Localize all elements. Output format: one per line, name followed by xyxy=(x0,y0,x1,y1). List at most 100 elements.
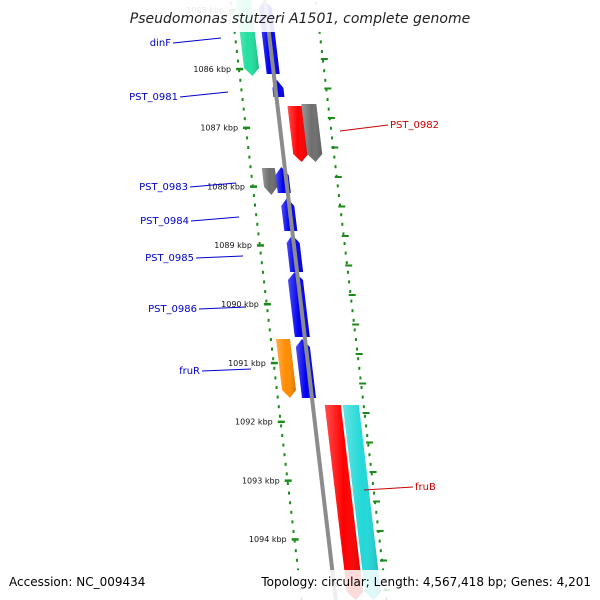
ruler-dot xyxy=(272,357,275,361)
ruler-dot xyxy=(288,491,291,495)
ruler-dot xyxy=(263,280,266,284)
track-dot xyxy=(378,539,381,543)
track-dot xyxy=(359,376,362,380)
ruler-dot xyxy=(289,501,292,505)
genome-summary-text: Topology: circular; Length: 4,567,418 bp… xyxy=(260,575,591,589)
ruler-dot xyxy=(241,98,244,101)
ruler-tick-label: 1091 kbp xyxy=(228,359,266,368)
gene-feature-shading xyxy=(261,168,278,195)
track-dash xyxy=(366,441,374,444)
track-dot xyxy=(339,203,342,207)
ruler-dot xyxy=(293,539,296,543)
ruler-dot xyxy=(282,443,285,447)
track-dash xyxy=(341,235,349,237)
track-dot xyxy=(333,155,336,159)
ruler-tick-label: 1093 kbp xyxy=(242,476,280,485)
track-dot xyxy=(334,165,337,169)
gene-label[interactable]: dinF xyxy=(150,38,171,49)
ruler-tick-label: 1094 kbp xyxy=(249,535,287,544)
track-dash xyxy=(369,471,377,473)
ruler-tick-label: 1089 kbp xyxy=(214,241,252,250)
track-dot xyxy=(353,328,356,332)
track-dot xyxy=(331,136,334,140)
track-dash xyxy=(320,58,328,60)
track-dash xyxy=(327,117,335,119)
gene-label[interactable]: PST_0983 xyxy=(139,182,188,193)
track-dot xyxy=(323,69,326,73)
track-dot xyxy=(341,222,344,226)
track-dot xyxy=(346,270,349,274)
ruler-dot xyxy=(278,414,281,418)
ruler-dot xyxy=(252,194,255,197)
ruler-dot xyxy=(294,549,297,553)
ruler-dot xyxy=(242,107,245,111)
track-dash xyxy=(380,559,388,562)
map-title: Pseudomonas stutzeri A1501, complete gen… xyxy=(130,11,470,27)
track-dot xyxy=(349,290,352,293)
ruler-tick-label: 1087 kbp xyxy=(200,124,238,133)
ruler-dot xyxy=(274,376,277,380)
track-dot xyxy=(358,366,361,370)
footer-backdrop xyxy=(0,570,600,600)
ruler-dot xyxy=(255,213,258,217)
track-dot xyxy=(368,453,371,457)
track-dash xyxy=(355,353,363,355)
ruler-dot xyxy=(283,453,286,457)
track-dot xyxy=(362,405,365,409)
ruler-tick-label: 1086 kbp xyxy=(193,65,231,74)
gene-label[interactable]: fruR xyxy=(179,366,200,377)
track-dot xyxy=(366,434,369,437)
gene-label-leader xyxy=(190,216,240,222)
track-dot xyxy=(361,395,364,399)
gene-labels: dinF PST_0981 PST_0982 PST_0983 PST_0984 PST_… xyxy=(129,37,439,493)
track-dot xyxy=(352,318,355,322)
gene-feature-shading xyxy=(324,405,363,600)
gene-label[interactable]: fruB xyxy=(415,482,436,493)
track-dash xyxy=(331,146,339,149)
ruler-dot xyxy=(297,568,300,572)
title-backdrop xyxy=(0,0,600,32)
track-dot xyxy=(357,357,360,361)
ruler-dot xyxy=(235,50,238,53)
gene-label[interactable]: PST_0986 xyxy=(148,304,197,315)
track-dash xyxy=(348,294,356,296)
track-dot xyxy=(322,59,325,63)
ruler-tick xyxy=(277,420,285,424)
track-dot xyxy=(326,98,329,101)
track-dash xyxy=(359,382,367,385)
gene-label-leader xyxy=(179,91,229,98)
ruler-dot xyxy=(259,251,262,255)
ruler-dot xyxy=(243,117,246,121)
track-dot xyxy=(376,520,379,524)
ruler-dot xyxy=(260,261,263,265)
ruler-dot xyxy=(240,88,243,92)
ruler-dot xyxy=(271,347,274,351)
track-dot xyxy=(325,88,328,92)
track-dot xyxy=(356,347,359,351)
ruler-dot xyxy=(238,69,241,73)
gene-label[interactable]: PST_0984 xyxy=(140,216,189,227)
gene-label[interactable]: PST_0982 xyxy=(390,120,439,131)
track-dash xyxy=(352,323,360,326)
ruler-dot xyxy=(275,386,278,389)
track-dot xyxy=(382,568,385,572)
gene-feature-shading xyxy=(287,106,309,162)
gene-label-leader xyxy=(201,368,252,372)
gene-feature-shading xyxy=(276,339,296,398)
ruler-dot xyxy=(246,136,249,140)
gene-label[interactable]: PST_0985 xyxy=(145,253,194,264)
ruler-dot xyxy=(250,174,253,178)
track-dot xyxy=(354,338,357,341)
ruler-tick-label: 1090 kbp xyxy=(221,300,259,309)
ruler-dot xyxy=(266,309,269,313)
track-dot xyxy=(319,40,322,44)
track-dot xyxy=(371,482,374,485)
ruler-dot xyxy=(249,165,252,169)
ruler-dot xyxy=(264,290,267,293)
track-dot xyxy=(350,299,353,303)
backbone xyxy=(263,0,338,600)
gene-label[interactable]: PST_0981 xyxy=(129,92,178,103)
ruler-dot xyxy=(281,434,284,437)
ruler-dot xyxy=(267,318,270,322)
